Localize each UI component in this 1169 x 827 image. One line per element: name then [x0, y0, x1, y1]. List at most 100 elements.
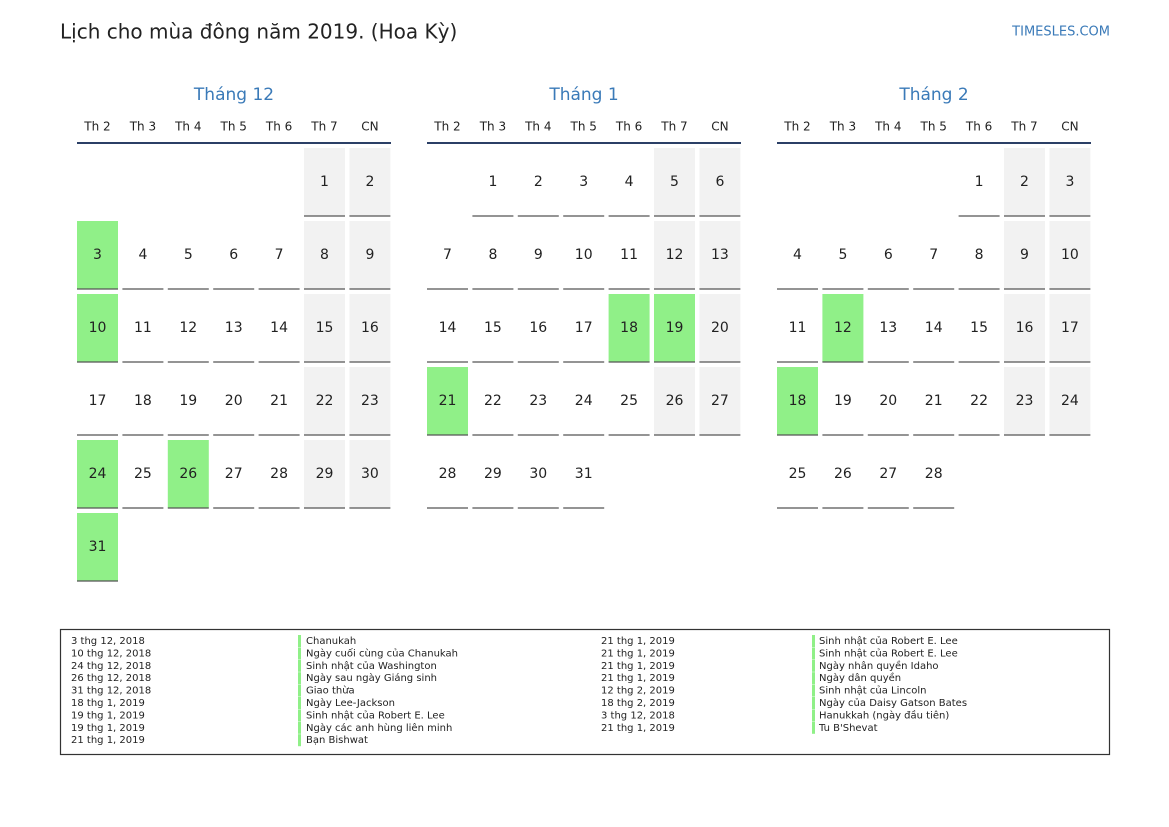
- weekday-header: Th 3: [479, 120, 506, 134]
- holiday-date: 18 thg 1, 2019: [71, 698, 145, 709]
- day-number: 15: [484, 320, 502, 336]
- day-number: 6: [715, 174, 724, 190]
- holiday-name: Giao thừa: [306, 685, 355, 697]
- holiday-marker: [298, 659, 301, 672]
- day-number: 11: [134, 320, 152, 336]
- holiday-name: Sinh nhật của Lincoln: [819, 685, 926, 697]
- holiday-marker: [298, 684, 301, 697]
- day-cell: [167, 440, 209, 508]
- day-cell: [608, 294, 650, 362]
- day-cell: [304, 148, 345, 216]
- day-cell: [349, 440, 391, 508]
- holiday-marker: [298, 672, 301, 685]
- day-number: 19: [666, 320, 684, 336]
- day-cell: [654, 367, 695, 435]
- day-cell: [654, 294, 695, 362]
- site-link[interactable]: TIMESLES.COM: [1011, 25, 1110, 40]
- day-number: 4: [793, 247, 802, 263]
- day-number: 2: [1020, 174, 1029, 190]
- day-number: 19: [179, 393, 197, 409]
- day-cell: [654, 148, 695, 216]
- weekday-header: CN: [361, 120, 378, 134]
- weekday-header: Th 5: [920, 120, 947, 134]
- page-title: Lịch cho mùa đông năm 2019. (Hoa Kỳ): [60, 20, 457, 44]
- holiday-marker: [812, 709, 815, 722]
- day-number: 19: [834, 393, 852, 409]
- day-number: 3: [579, 174, 588, 190]
- day-number: 22: [316, 393, 334, 409]
- day-number: 30: [529, 466, 547, 482]
- day-number: 21: [439, 393, 457, 409]
- day-number: 4: [625, 174, 634, 190]
- holiday-marker: [812, 721, 815, 734]
- holiday-date: 19 thg 1, 2019: [71, 723, 145, 734]
- holiday-marker: [812, 647, 815, 660]
- day-number: 7: [443, 247, 452, 263]
- day-number: 21: [270, 393, 288, 409]
- day-number: 14: [270, 320, 288, 336]
- day-number: 24: [575, 393, 593, 409]
- day-number: 26: [666, 393, 684, 409]
- holiday-date: 21 thg 1, 2019: [601, 673, 675, 684]
- day-cell: [304, 367, 345, 435]
- day-number: 25: [620, 393, 638, 409]
- day-cell: [1049, 294, 1091, 362]
- holiday-marker: [812, 635, 815, 647]
- day-number: 17: [1061, 320, 1079, 336]
- day-number: 7: [275, 247, 284, 263]
- holiday-date: 12 thg 2, 2019: [601, 686, 675, 697]
- day-cell: [1004, 221, 1045, 289]
- weekday-header: Th 4: [874, 120, 901, 134]
- day-cell: [699, 367, 741, 435]
- day-number: 16: [529, 320, 547, 336]
- holiday-name: Ngày sau ngày Giáng sinh: [306, 672, 437, 684]
- day-number: 30: [361, 466, 379, 482]
- day-number: 9: [1020, 247, 1029, 263]
- day-number: 2: [534, 174, 543, 190]
- weekday-header: Th 2: [433, 120, 460, 134]
- day-number: 29: [484, 466, 502, 482]
- weekday-header: Th 5: [220, 120, 247, 134]
- holiday-marker: [298, 709, 301, 722]
- day-number: 1: [320, 174, 329, 190]
- weekday-header: CN: [711, 120, 728, 134]
- day-cell: [304, 440, 345, 508]
- day-cell: [699, 294, 741, 362]
- day-number: 18: [620, 320, 638, 336]
- day-cell: [77, 513, 118, 581]
- holiday-name: Sinh nhật của Robert E. Lee: [306, 709, 445, 721]
- day-number: 12: [179, 320, 197, 336]
- day-number: 20: [711, 320, 729, 336]
- day-number: 31: [575, 466, 593, 482]
- day-number: 27: [879, 466, 897, 482]
- day-number: 17: [89, 393, 107, 409]
- holiday-name: Ngày dân quyền: [819, 672, 901, 684]
- holiday-marker: [298, 721, 301, 734]
- weekday-header: Th 3: [829, 120, 856, 134]
- day-number: 24: [89, 466, 107, 482]
- holiday-name: Hanukkah (ngày đầu tiên): [819, 709, 949, 721]
- holiday-name: Ngày Lee-Jackson: [306, 697, 395, 709]
- day-number: 6: [229, 247, 238, 263]
- holiday-name: Ngày nhân quyền Idaho: [819, 660, 939, 672]
- day-number: 16: [1016, 320, 1034, 336]
- day-number: 22: [484, 393, 502, 409]
- day-cell: [1049, 148, 1091, 216]
- day-cell: [349, 367, 391, 435]
- day-number: 20: [225, 393, 243, 409]
- day-number: 15: [970, 320, 988, 336]
- weekday-header: Th 6: [965, 120, 992, 134]
- weekday-header: Th 4: [524, 120, 551, 134]
- holiday-marker: [298, 697, 301, 709]
- day-number: 7: [929, 247, 938, 263]
- holiday-name: Sinh nhật của Robert E. Lee: [819, 635, 958, 647]
- day-cell: [349, 148, 391, 216]
- holiday-name: Bạn Bishwat: [306, 735, 368, 746]
- day-number: 18: [134, 393, 152, 409]
- day-number: 12: [834, 320, 852, 336]
- holiday-marker: [812, 697, 815, 709]
- day-cell: [822, 294, 864, 362]
- day-cell: [1049, 367, 1091, 435]
- weekday-header: Th 6: [615, 120, 642, 134]
- day-number: 8: [488, 247, 497, 263]
